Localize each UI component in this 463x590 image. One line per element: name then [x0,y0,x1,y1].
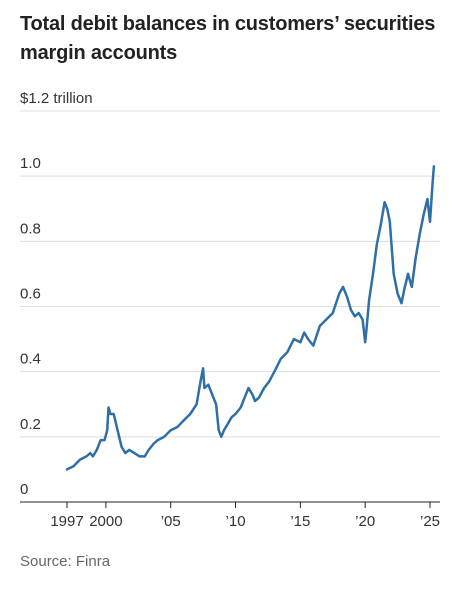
x-tick-label: 1997 [50,513,83,530]
y-tick-label: 0 [20,481,28,498]
chart-title: Total debit balances in customers’ secur… [20,13,436,64]
y-tick-label: $1.2 trillion [20,90,93,107]
y-tick-label: 0.8 [20,220,41,237]
series-line [65,165,436,471]
y-tick-label: 0.4 [20,351,41,368]
x-tick-label: ’20 [355,513,375,530]
plot-area [65,165,436,471]
x-tick-label: ’10 [226,513,246,530]
x-axis: 1997 2000 ’05 ’10 ’15 ’20 ’25 [50,502,440,530]
x-tick-label: 2000 [89,513,122,530]
x-tick-label: ’05 [161,513,181,530]
grid-lines [20,110,440,503]
y-tick-label: 1.0 [20,155,41,172]
x-tick-label: ’15 [290,513,310,530]
source-note: Source: Finra [20,553,111,570]
y-tick-label: 0.6 [20,286,41,303]
y-tick-labels: 0 0.2 0.4 0.6 0.8 1.0 $1.2 trillion [20,90,93,498]
x-tick-label: ’25 [420,513,440,530]
y-tick-label: 0.2 [20,416,41,433]
